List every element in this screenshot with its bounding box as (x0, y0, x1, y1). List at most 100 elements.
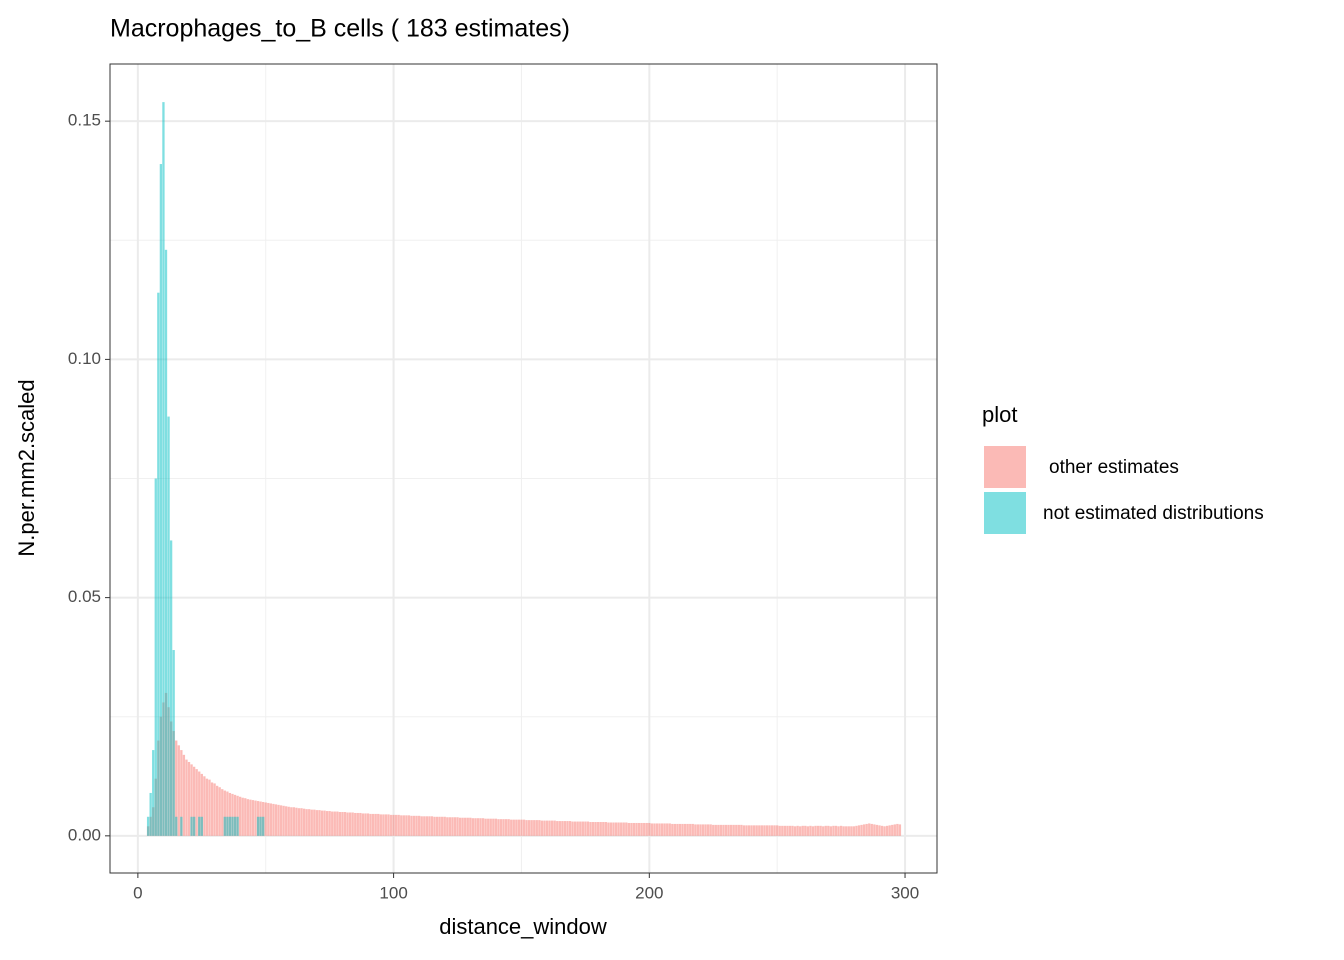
bar (377, 813, 380, 836)
bar (773, 825, 776, 836)
bar (781, 825, 784, 836)
bar (269, 803, 272, 836)
bar (308, 809, 311, 836)
x-tick-label: 300 (891, 883, 919, 902)
bar (313, 809, 316, 836)
bar (740, 824, 743, 836)
bar (481, 818, 485, 836)
bar (517, 819, 521, 836)
bar (880, 825, 884, 836)
bar (231, 816, 234, 836)
bar (389, 814, 393, 836)
bar (264, 802, 267, 836)
y-tick-label: 0.05 (68, 587, 101, 606)
bar (231, 793, 234, 836)
bar (198, 771, 201, 836)
bar (182, 754, 186, 836)
bar (724, 824, 728, 836)
bar (190, 816, 193, 836)
bar (694, 824, 697, 836)
bar (510, 819, 513, 836)
bar (796, 825, 799, 836)
bar (192, 766, 196, 836)
bar (430, 816, 434, 836)
bar (788, 825, 792, 836)
bar (673, 823, 677, 836)
bar (599, 822, 602, 836)
bar (571, 821, 574, 836)
bar (898, 824, 902, 836)
bar (208, 779, 211, 836)
bar (244, 798, 247, 836)
bar (338, 812, 342, 836)
bar (484, 818, 487, 836)
bar (770, 825, 774, 836)
bar (737, 824, 740, 836)
bar (653, 823, 656, 836)
bar (860, 824, 863, 836)
bar (400, 815, 403, 836)
bar (574, 821, 577, 836)
bar (438, 816, 441, 836)
bar (760, 825, 763, 836)
bar (507, 819, 510, 836)
bar (589, 822, 592, 836)
bar (384, 814, 388, 836)
bar (556, 821, 559, 836)
bar (839, 825, 843, 836)
bar (175, 816, 178, 836)
bar (648, 822, 651, 836)
bar (392, 814, 395, 836)
bar (213, 783, 216, 836)
bar (561, 821, 564, 836)
bar (735, 824, 738, 836)
bar (691, 823, 694, 836)
bar (604, 822, 607, 836)
bar (763, 825, 766, 836)
bar (395, 814, 398, 836)
bar (228, 816, 232, 836)
bar (732, 824, 735, 836)
bar (614, 822, 618, 836)
bar (829, 826, 833, 836)
bar (203, 776, 206, 836)
bar (492, 818, 495, 836)
legend-key (984, 446, 1026, 488)
bar (374, 813, 377, 836)
bar (418, 815, 421, 836)
bar (169, 540, 173, 836)
bar (750, 825, 753, 836)
bar (466, 817, 469, 836)
bar (729, 824, 733, 836)
bar (233, 816, 237, 836)
bar (727, 824, 730, 836)
chart-title: Macrophages_to_B cells ( 183 estimates) (110, 15, 570, 43)
bar (157, 292, 160, 836)
bar (320, 810, 324, 836)
bar (315, 810, 319, 836)
bar (410, 815, 413, 836)
bar (765, 825, 769, 836)
bar (162, 102, 165, 836)
bar (223, 790, 226, 836)
y-tick-label: 0.15 (68, 111, 101, 130)
legend-key (984, 492, 1026, 534)
bar (461, 817, 464, 836)
x-tick-label: 200 (635, 883, 663, 902)
x-tick-label: 0 (133, 883, 142, 902)
bar (868, 823, 871, 836)
bar (834, 825, 838, 836)
bar (745, 825, 748, 836)
bar (666, 823, 669, 836)
bar (458, 817, 462, 836)
bar (290, 807, 293, 836)
bar (474, 818, 477, 836)
bar (566, 821, 569, 836)
bar (318, 810, 321, 836)
bar (356, 812, 359, 836)
bar (185, 759, 188, 836)
bar (476, 818, 480, 836)
bar (502, 819, 505, 836)
bar (811, 826, 815, 836)
